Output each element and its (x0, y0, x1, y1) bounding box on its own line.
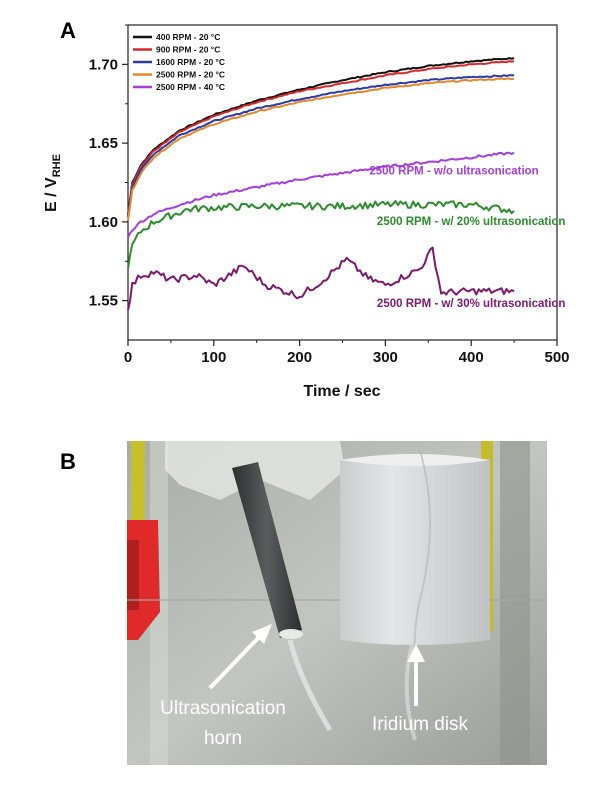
ultrasonication-horn (232, 462, 302, 638)
series-line-7 (127, 246, 515, 311)
x-tick-label: 500 (544, 349, 569, 366)
annotations: 2500 RPM - w/o ultrasonication 2500 RPM -… (369, 166, 565, 310)
series-line-2 (127, 60, 515, 216)
y-tick-label: 1.60 (89, 214, 118, 231)
x-tick-label: 0 (124, 349, 132, 366)
panel-label-b: B (60, 449, 76, 474)
series-layer (127, 57, 515, 311)
label-ultrasonication-horn-line1: Ultrasonication (160, 698, 286, 719)
legend-label: 900 RPM - 20 °C (156, 45, 220, 55)
y-tick-label: 1.70 (89, 56, 118, 73)
photo-setup: Ultrasonication horn Iridium disk (127, 441, 547, 765)
y-axis-title: E / VRHE (43, 154, 63, 212)
series-line-5 (127, 151, 515, 239)
y-tick-label: 1.65 (89, 135, 118, 152)
series-line-6 (127, 200, 515, 270)
red-clamp-shade (127, 540, 139, 610)
x-axis-title: Time / sec (303, 383, 380, 400)
bubble-stream (287, 639, 333, 732)
label-ultrasonication-horn-line2: horn (204, 728, 242, 749)
legend-label: 1600 RPM - 20 °C (156, 57, 225, 67)
legend-label: 400 RPM - 20 °C (156, 32, 220, 42)
horn-tip (279, 629, 303, 639)
legend-label: 2500 RPM - 20 °C (156, 70, 225, 80)
series-annotation: 2500 RPM - w/ 20% ultrasonication (377, 216, 566, 228)
electrode-sleeve (340, 454, 490, 645)
y-axis-title-subscript: RHE (51, 154, 63, 177)
legend-label: 2500 RPM - 40 °C (156, 82, 225, 92)
label-iridium-disk: Iridium disk (372, 714, 469, 735)
series-annotation: 2500 RPM - w/o ultrasonication (369, 166, 538, 178)
axis-ticks: 0 100 200 300 400 500 1.55 1.60 1.65 1.70 (89, 24, 570, 366)
x-tick-label: 100 (201, 349, 226, 366)
arrow-horn (208, 624, 272, 690)
x-tick-label: 200 (287, 349, 312, 366)
disk-bubble-stream (404, 644, 417, 741)
beaker-wall-right (500, 441, 530, 765)
legend: 400 RPM - 20 °C 900 RPM - 20 °C 1600 RPM -… (133, 32, 225, 92)
x-tick-label: 400 (459, 349, 484, 366)
electrode-sleeve-top (340, 454, 490, 466)
series-annotation: 2500 RPM - w/ 30% ultrasonication (377, 298, 566, 310)
y-tick-label: 1.55 (89, 293, 118, 310)
y-axis-title-main: E / V (43, 177, 60, 212)
arrow-disk (407, 644, 425, 706)
series-line-4 (127, 77, 515, 221)
series-line-3 (127, 74, 515, 218)
x-tick-label: 300 (373, 349, 398, 366)
chart-e-vs-time: 0 100 200 300 400 500 1.55 1.60 1.65 1.70 400 RPM… (43, 24, 570, 400)
panel-label-a: A (60, 18, 76, 43)
